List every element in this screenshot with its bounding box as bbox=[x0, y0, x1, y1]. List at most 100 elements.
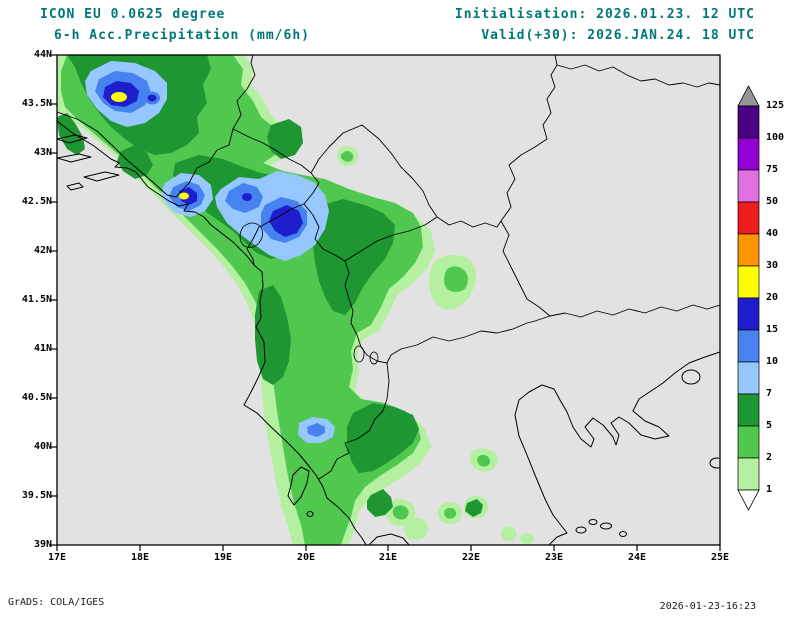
lon-label: 18E bbox=[130, 552, 150, 563]
border-path bbox=[310, 124, 438, 262]
border-path bbox=[500, 55, 558, 222]
border-path bbox=[303, 172, 320, 205]
adriatic-coastline bbox=[57, 120, 367, 545]
coastlines bbox=[57, 120, 720, 545]
border-path bbox=[344, 260, 388, 364]
island-outline bbox=[66, 182, 84, 191]
border-path bbox=[386, 315, 551, 364]
legend-band bbox=[737, 457, 760, 491]
lat-label: 40.5N bbox=[21, 392, 52, 403]
init-time: Initialisation: 2026.01.23. 12 UTC bbox=[454, 7, 755, 22]
border-path bbox=[318, 362, 390, 480]
precip-contour-2mm bbox=[477, 454, 491, 467]
island-outline bbox=[681, 369, 701, 385]
border-path bbox=[303, 203, 346, 262]
legend-colorbar bbox=[737, 85, 760, 511]
island-outline bbox=[575, 526, 587, 534]
lon-label: 17E bbox=[47, 552, 67, 563]
lake-outline bbox=[353, 345, 365, 363]
border-path bbox=[246, 203, 305, 266]
lat-label: 39.5N bbox=[21, 490, 52, 501]
island-outline bbox=[709, 457, 720, 469]
precip-contour-2mm bbox=[61, 55, 423, 545]
precip-contour-5mm bbox=[347, 403, 419, 473]
legend-band bbox=[737, 233, 760, 267]
country-borders bbox=[57, 55, 720, 480]
precip-contour-15mm bbox=[242, 193, 252, 201]
lake-outline bbox=[239, 222, 263, 248]
lakes bbox=[239, 222, 379, 365]
legend-value: 10 bbox=[766, 356, 779, 367]
precip-contour-2mm bbox=[444, 266, 468, 292]
lon-label: 21E bbox=[378, 552, 398, 563]
precip-shading bbox=[57, 55, 534, 545]
gulf-coastline bbox=[368, 533, 410, 545]
legend-over-arrow bbox=[737, 85, 760, 107]
legend-band bbox=[737, 297, 760, 331]
lat-label: 42N bbox=[33, 245, 52, 256]
model-title: ICON EU 0.0625 degree bbox=[40, 7, 226, 22]
lat-label: 41N bbox=[33, 343, 52, 354]
precip-contour-15mm bbox=[269, 205, 303, 237]
legend-value: 100 bbox=[766, 132, 785, 143]
border-path bbox=[549, 304, 720, 318]
precip-contour-5mm bbox=[267, 119, 303, 159]
map-plot-area bbox=[57, 55, 720, 545]
precip-contour-5mm bbox=[255, 285, 291, 385]
precip-contour-1mm bbox=[520, 533, 534, 545]
precip-contour-15mm bbox=[147, 94, 157, 102]
legend-value: 1 bbox=[766, 484, 773, 495]
legend-band bbox=[737, 329, 760, 363]
legend-value: 30 bbox=[766, 260, 779, 271]
legend-value: 2 bbox=[766, 452, 773, 463]
island-outline bbox=[600, 522, 612, 530]
legend-value: 20 bbox=[766, 292, 779, 303]
map-canvas bbox=[51, 54, 721, 551]
lake-outline bbox=[369, 351, 379, 365]
lon-label: 20E bbox=[296, 552, 316, 563]
precip-contour-5mm bbox=[57, 113, 85, 155]
legend-band bbox=[737, 201, 760, 235]
legend-band bbox=[737, 105, 760, 139]
legend-value: 40 bbox=[766, 228, 779, 239]
legend-value: 75 bbox=[766, 164, 779, 175]
precip-contour-5mm bbox=[313, 199, 395, 315]
legend-band bbox=[737, 169, 760, 203]
border-path bbox=[175, 128, 234, 198]
island-outline bbox=[588, 519, 598, 525]
lat-label: 41.5N bbox=[21, 294, 52, 305]
island-outline bbox=[287, 466, 310, 506]
lon-label: 23E bbox=[544, 552, 564, 563]
lat-label: 44N bbox=[33, 49, 52, 60]
legend-band bbox=[737, 361, 760, 395]
precip-contour-2mm bbox=[392, 505, 409, 520]
border-path bbox=[436, 216, 502, 228]
legend-under-arrow bbox=[737, 489, 760, 511]
lat-label: 43N bbox=[33, 147, 52, 158]
precip-contour-20mm bbox=[179, 192, 189, 200]
precip-contour-1mm bbox=[501, 526, 517, 542]
island-outline bbox=[57, 134, 88, 144]
lon-label: 19E bbox=[213, 552, 233, 563]
lon-label: 24E bbox=[627, 552, 647, 563]
border-path bbox=[556, 64, 720, 88]
border-path bbox=[500, 220, 551, 317]
precip-contour-10mm bbox=[307, 423, 325, 437]
precip-contour-20mm bbox=[111, 92, 127, 102]
legend-band bbox=[737, 265, 760, 299]
precip-contour-2mm bbox=[444, 507, 457, 519]
legend-band bbox=[737, 137, 760, 171]
island-outline bbox=[57, 153, 92, 163]
lat-label: 42.5N bbox=[21, 196, 52, 207]
precip-contour-1mm bbox=[404, 518, 428, 540]
border-path bbox=[232, 128, 312, 174]
lat-label: 39N bbox=[33, 539, 52, 550]
lat-label: 43.5N bbox=[21, 98, 52, 109]
render-timestamp: 2026-01-23-16:23 bbox=[659, 601, 756, 612]
lat-label: 40N bbox=[33, 441, 52, 452]
island-outline bbox=[306, 511, 314, 517]
product-title: 6-h Acc.Precipitation (mm/6h) bbox=[54, 28, 310, 43]
legend-value: 125 bbox=[766, 100, 785, 111]
legend-value: 15 bbox=[766, 324, 779, 335]
